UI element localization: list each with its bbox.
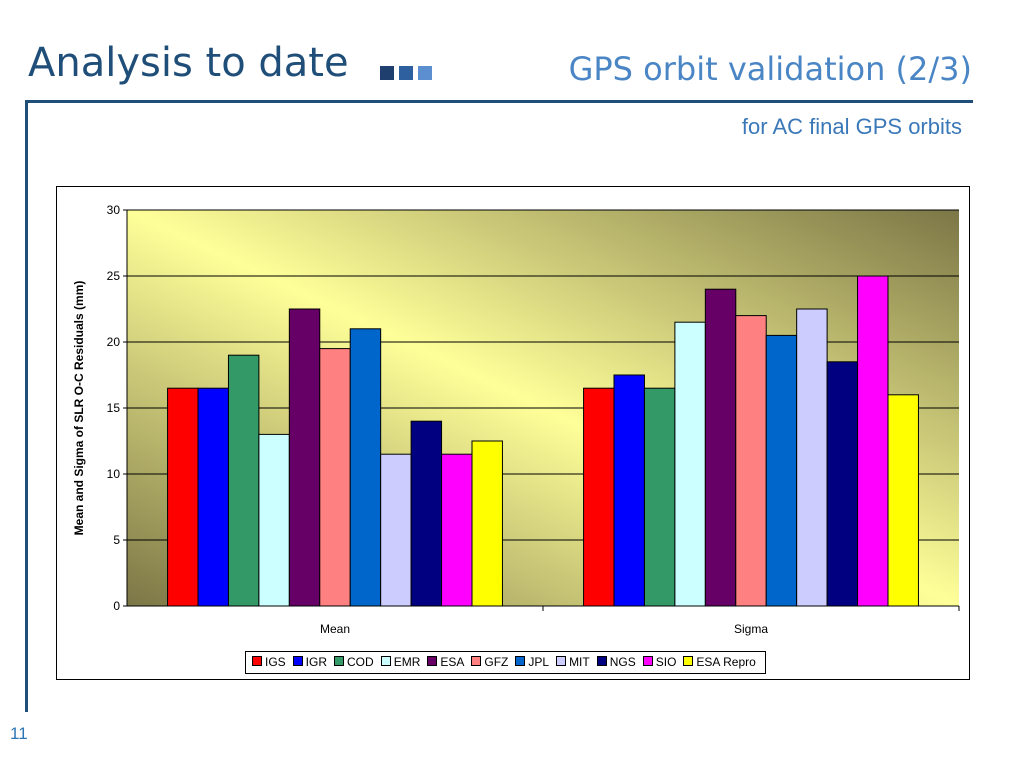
- bar-esa-repro-sigma: [887, 394, 919, 607]
- legend-label: ESA Repro: [696, 655, 756, 669]
- legend-swatch: [596, 656, 607, 666]
- bar-jpl-sigma: [765, 334, 798, 607]
- bar-esa-mean: [288, 308, 321, 607]
- bar-mit-mean: [380, 453, 412, 607]
- legend-swatch: [556, 656, 567, 666]
- chart-legend: IGS IGR COD EMR ESA GFZ JPL MIT NGS SIO ESA Repro: [245, 651, 766, 674]
- bar-emr-sigma: [674, 321, 706, 607]
- title-squares-decoration: [380, 66, 437, 80]
- y-tick-label: 20: [107, 335, 121, 349]
- bar-ngs-mean: [410, 420, 443, 607]
- legend-swatch: [252, 656, 262, 666]
- y-tick-label: 30: [107, 203, 121, 217]
- legend-label: NGS: [609, 655, 636, 669]
- legend-item: JPL: [512, 652, 549, 673]
- y-tick-label: 25: [107, 269, 121, 283]
- bar-gfz-mean: [319, 348, 351, 607]
- y-axis-label: Mean and Sigma of SLR O-C Residuals (mm): [72, 281, 86, 536]
- slide-title: Analysis to date: [28, 40, 349, 86]
- legend-item: ESA Repro: [680, 652, 756, 673]
- legend-label: IGR: [305, 655, 328, 669]
- legend-item: NGS: [594, 652, 636, 673]
- x-tick-label: Sigma: [734, 622, 768, 636]
- legend-label: IGS: [265, 655, 286, 669]
- header-rule: [25, 100, 973, 103]
- legend-swatch: [515, 656, 526, 666]
- bar-esa-sigma: [704, 288, 737, 607]
- bar-chart: 0 5 10 15 20 25 30 Mean Sigma Mean and Sigma of …: [72, 203, 960, 636]
- legend-label: COD: [347, 655, 374, 669]
- y-tick-label: 10: [107, 467, 121, 481]
- legend-item: IGR: [290, 652, 327, 673]
- bar-igr-mean: [197, 387, 229, 607]
- legend-item: SIO: [640, 652, 677, 673]
- title-square-2: [399, 66, 413, 80]
- page-number: 11: [10, 724, 28, 743]
- legend-swatch: [380, 656, 391, 666]
- section-title: GPS orbit validation (2/3): [568, 50, 972, 88]
- legend-label: JPL: [528, 655, 550, 669]
- bar-emr-mean: [258, 433, 290, 607]
- bar-mit-sigma: [796, 308, 828, 607]
- title-square-3: [418, 66, 432, 80]
- legend-swatch: [334, 656, 345, 666]
- chart-container: 0 5 10 15 20 25 30 Mean Sigma Mean and Sigma of …: [56, 186, 970, 680]
- legend-item: IGS: [249, 652, 286, 673]
- side-rule: [25, 100, 28, 712]
- legend-swatch: [292, 656, 303, 666]
- bar-cod-sigma: [643, 387, 676, 607]
- bar-sio-sigma: [857, 275, 889, 607]
- bar-gfz-sigma: [735, 315, 767, 607]
- legend-label: GFZ: [484, 655, 509, 669]
- slide-subtitle: for AC final GPS orbits: [741, 114, 962, 139]
- legend-label: EMR: [393, 655, 421, 669]
- legend-item: EMR: [378, 652, 421, 673]
- bar-igr-sigma: [613, 374, 645, 607]
- legend-label: SIO: [655, 655, 677, 669]
- bar-jpl-mean: [349, 328, 382, 607]
- legend-swatch: [683, 656, 694, 666]
- legend-swatch: [427, 656, 438, 666]
- legend-label: MIT: [569, 655, 590, 669]
- legend-item: GFZ: [468, 652, 508, 673]
- y-tick-label: 5: [113, 533, 120, 547]
- bar-igs-mean: [167, 387, 199, 607]
- bar-cod-mean: [227, 354, 260, 607]
- legend-swatch: [471, 656, 482, 666]
- legend-item: ESA: [424, 652, 464, 673]
- legend-item: MIT: [553, 652, 590, 673]
- legend-swatch: [642, 656, 653, 666]
- bar-ngs-sigma: [826, 361, 859, 607]
- bar-igs-sigma: [583, 387, 615, 607]
- x-tick-label: Mean: [320, 622, 350, 636]
- legend-label: ESA: [440, 655, 465, 669]
- legend-item: COD: [331, 652, 374, 673]
- bar-sio-mean: [441, 453, 473, 607]
- title-square-1: [380, 66, 394, 80]
- y-tick-label: 0: [113, 599, 120, 613]
- bar-esa-repro-mean: [471, 440, 503, 607]
- y-tick-label: 15: [107, 401, 121, 415]
